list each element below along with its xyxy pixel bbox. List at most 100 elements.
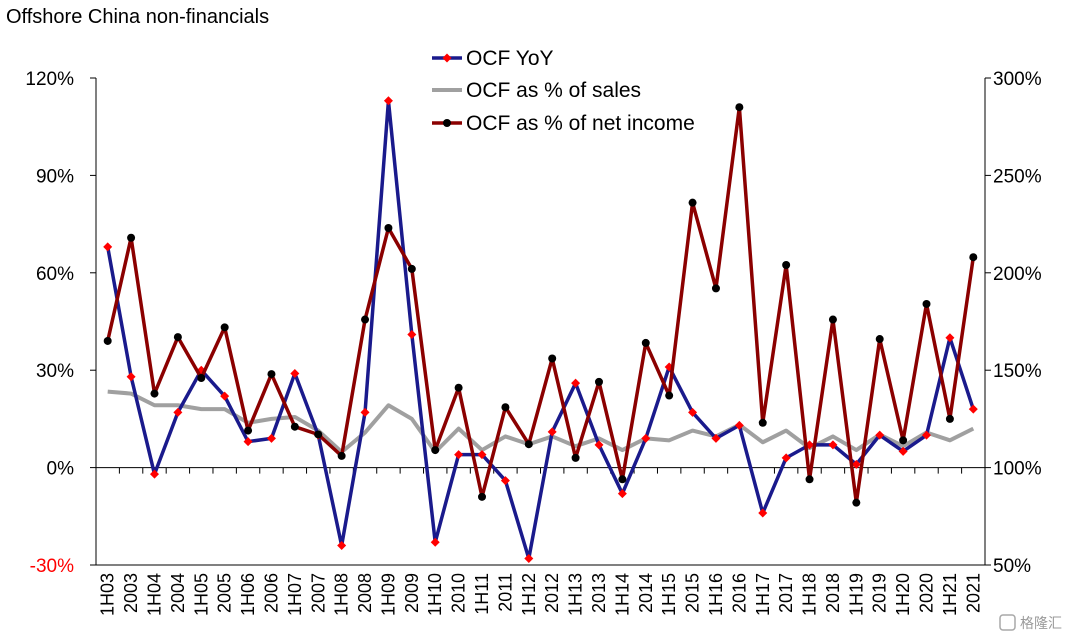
point-ocf-yoy [103, 242, 113, 252]
x-tick-label: 2011 [495, 573, 515, 612]
point-ocf-pct-net-income [431, 446, 440, 455]
point-ocf-pct-net-income [758, 418, 767, 427]
point-ocf-pct-net-income [922, 299, 931, 308]
point-ocf-pct-net-income [828, 315, 837, 324]
x-tick-label: 1H11 [472, 573, 492, 615]
x-tick-label: 2013 [589, 573, 609, 613]
point-ocf-pct-net-income [899, 436, 908, 445]
x-tick-label: 2006 [261, 573, 281, 613]
point-ocf-pct-net-income [337, 451, 346, 460]
x-tick-label: 1H07 [285, 573, 305, 616]
point-ocf-yoy [641, 433, 651, 443]
point-ocf-pct-net-income [197, 373, 206, 382]
point-ocf-yoy [360, 407, 370, 417]
legend: OCF YoY OCF as % of sales OCF as % of net … [432, 47, 695, 135]
point-ocf-pct-net-income [290, 422, 299, 431]
point-ocf-pct-net-income [711, 284, 720, 293]
x-tick-label: 2019 [870, 573, 890, 613]
right-tick-label: 200% [993, 264, 1042, 285]
left-tick-label: 120% [25, 69, 74, 90]
point-ocf-pct-net-income [665, 391, 674, 400]
x-tick-label: 1H19 [846, 573, 866, 616]
x-tick-label: 1H16 [706, 573, 726, 616]
x-tick-label: 1H17 [753, 573, 773, 616]
point-ocf-yoy [243, 437, 253, 447]
point-ocf-yoy [945, 333, 955, 343]
point-ocf-yoy [477, 450, 487, 460]
point-ocf-yoy [500, 476, 510, 486]
right-tick-label: 50% [993, 556, 1031, 577]
x-tick-label: 1H05 [191, 573, 211, 616]
point-ocf-yoy [571, 378, 581, 388]
x-tick-label: 2010 [449, 573, 469, 613]
point-ocf-yoy [290, 368, 300, 378]
x-tick-label: 2021 [963, 573, 983, 613]
point-ocf-pct-net-income [852, 498, 861, 507]
point-ocf-pct-net-income [314, 430, 323, 439]
x-tick-label: 2020 [917, 573, 937, 613]
right-tick-label: 100% [993, 459, 1042, 480]
x-tick-label: 2016 [729, 573, 749, 613]
point-ocf-pct-net-income [150, 389, 159, 398]
point-ocf-yoy [383, 96, 393, 106]
series-layer [103, 96, 978, 564]
point-ocf-pct-net-income [969, 253, 978, 262]
right-tick-label: 300% [993, 69, 1042, 90]
point-ocf-pct-net-income [805, 475, 814, 484]
x-tick-label: 1H06 [238, 573, 258, 616]
point-ocf-pct-net-income [548, 354, 557, 363]
x-tick-label: 1H18 [800, 573, 820, 616]
x-tick-label: 1H12 [519, 573, 539, 616]
point-ocf-yoy [688, 407, 698, 417]
legend-label: OCF as % of sales [466, 79, 641, 102]
x-tick-label: 1H10 [425, 573, 445, 616]
point-ocf-pct-net-income [875, 335, 884, 344]
point-ocf-pct-net-income [220, 323, 229, 332]
left-tick-label: 0% [47, 459, 75, 480]
point-ocf-yoy [734, 420, 744, 430]
point-ocf-pct-net-income [501, 403, 510, 412]
x-tick-label: 2017 [776, 573, 796, 613]
point-ocf-yoy [220, 391, 230, 401]
x-tick-label: 1H03 [98, 573, 118, 616]
point-ocf-pct-net-income [361, 315, 370, 324]
x-tick-label: 2008 [355, 573, 375, 613]
point-ocf-pct-net-income [384, 223, 393, 232]
point-ocf-yoy [126, 372, 136, 382]
point-ocf-pct-net-income [244, 426, 253, 435]
right-tick-label: 250% [993, 166, 1042, 187]
x-tick-label: 2003 [121, 573, 141, 613]
point-ocf-yoy [407, 329, 417, 339]
point-ocf-pct-net-income [267, 370, 276, 379]
x-tick-label: 2004 [168, 573, 188, 613]
watermark-icon [999, 614, 1016, 631]
x-tick-label: 2009 [402, 573, 422, 613]
x-tick-label: 1H09 [378, 573, 398, 616]
legend-label: OCF YoY [466, 47, 554, 70]
point-ocf-pct-net-income [641, 338, 650, 347]
x-tick-label: 1H08 [332, 573, 352, 616]
x-tick-label: 1H21 [940, 573, 960, 616]
legend-label: OCF as % of net income [466, 112, 695, 135]
x-tick-label: 2007 [308, 573, 328, 613]
point-ocf-yoy [149, 469, 159, 479]
x-tick-label: 1H15 [659, 573, 679, 616]
chart-title: Offshore China non-financials [6, 6, 270, 28]
point-ocf-yoy [337, 541, 347, 551]
point-ocf-yoy [524, 554, 534, 564]
point-ocf-yoy [173, 407, 183, 417]
point-ocf-yoy [968, 404, 978, 414]
point-ocf-yoy [875, 430, 885, 440]
x-tick-label: 2014 [636, 573, 656, 613]
left-tick-label: 90% [36, 166, 74, 187]
point-ocf-pct-net-income [454, 383, 463, 392]
point-ocf-yoy [922, 430, 932, 440]
point-ocf-yoy [851, 459, 861, 469]
point-ocf-yoy [758, 508, 768, 518]
x-tick-label: 2012 [542, 573, 562, 613]
point-ocf-pct-net-income [524, 440, 533, 449]
left-tick-label: 60% [36, 264, 74, 285]
legend-swatch-marker [443, 119, 451, 127]
x-tick-label: 1H04 [144, 573, 164, 616]
x-tick-label: 2005 [215, 573, 235, 613]
